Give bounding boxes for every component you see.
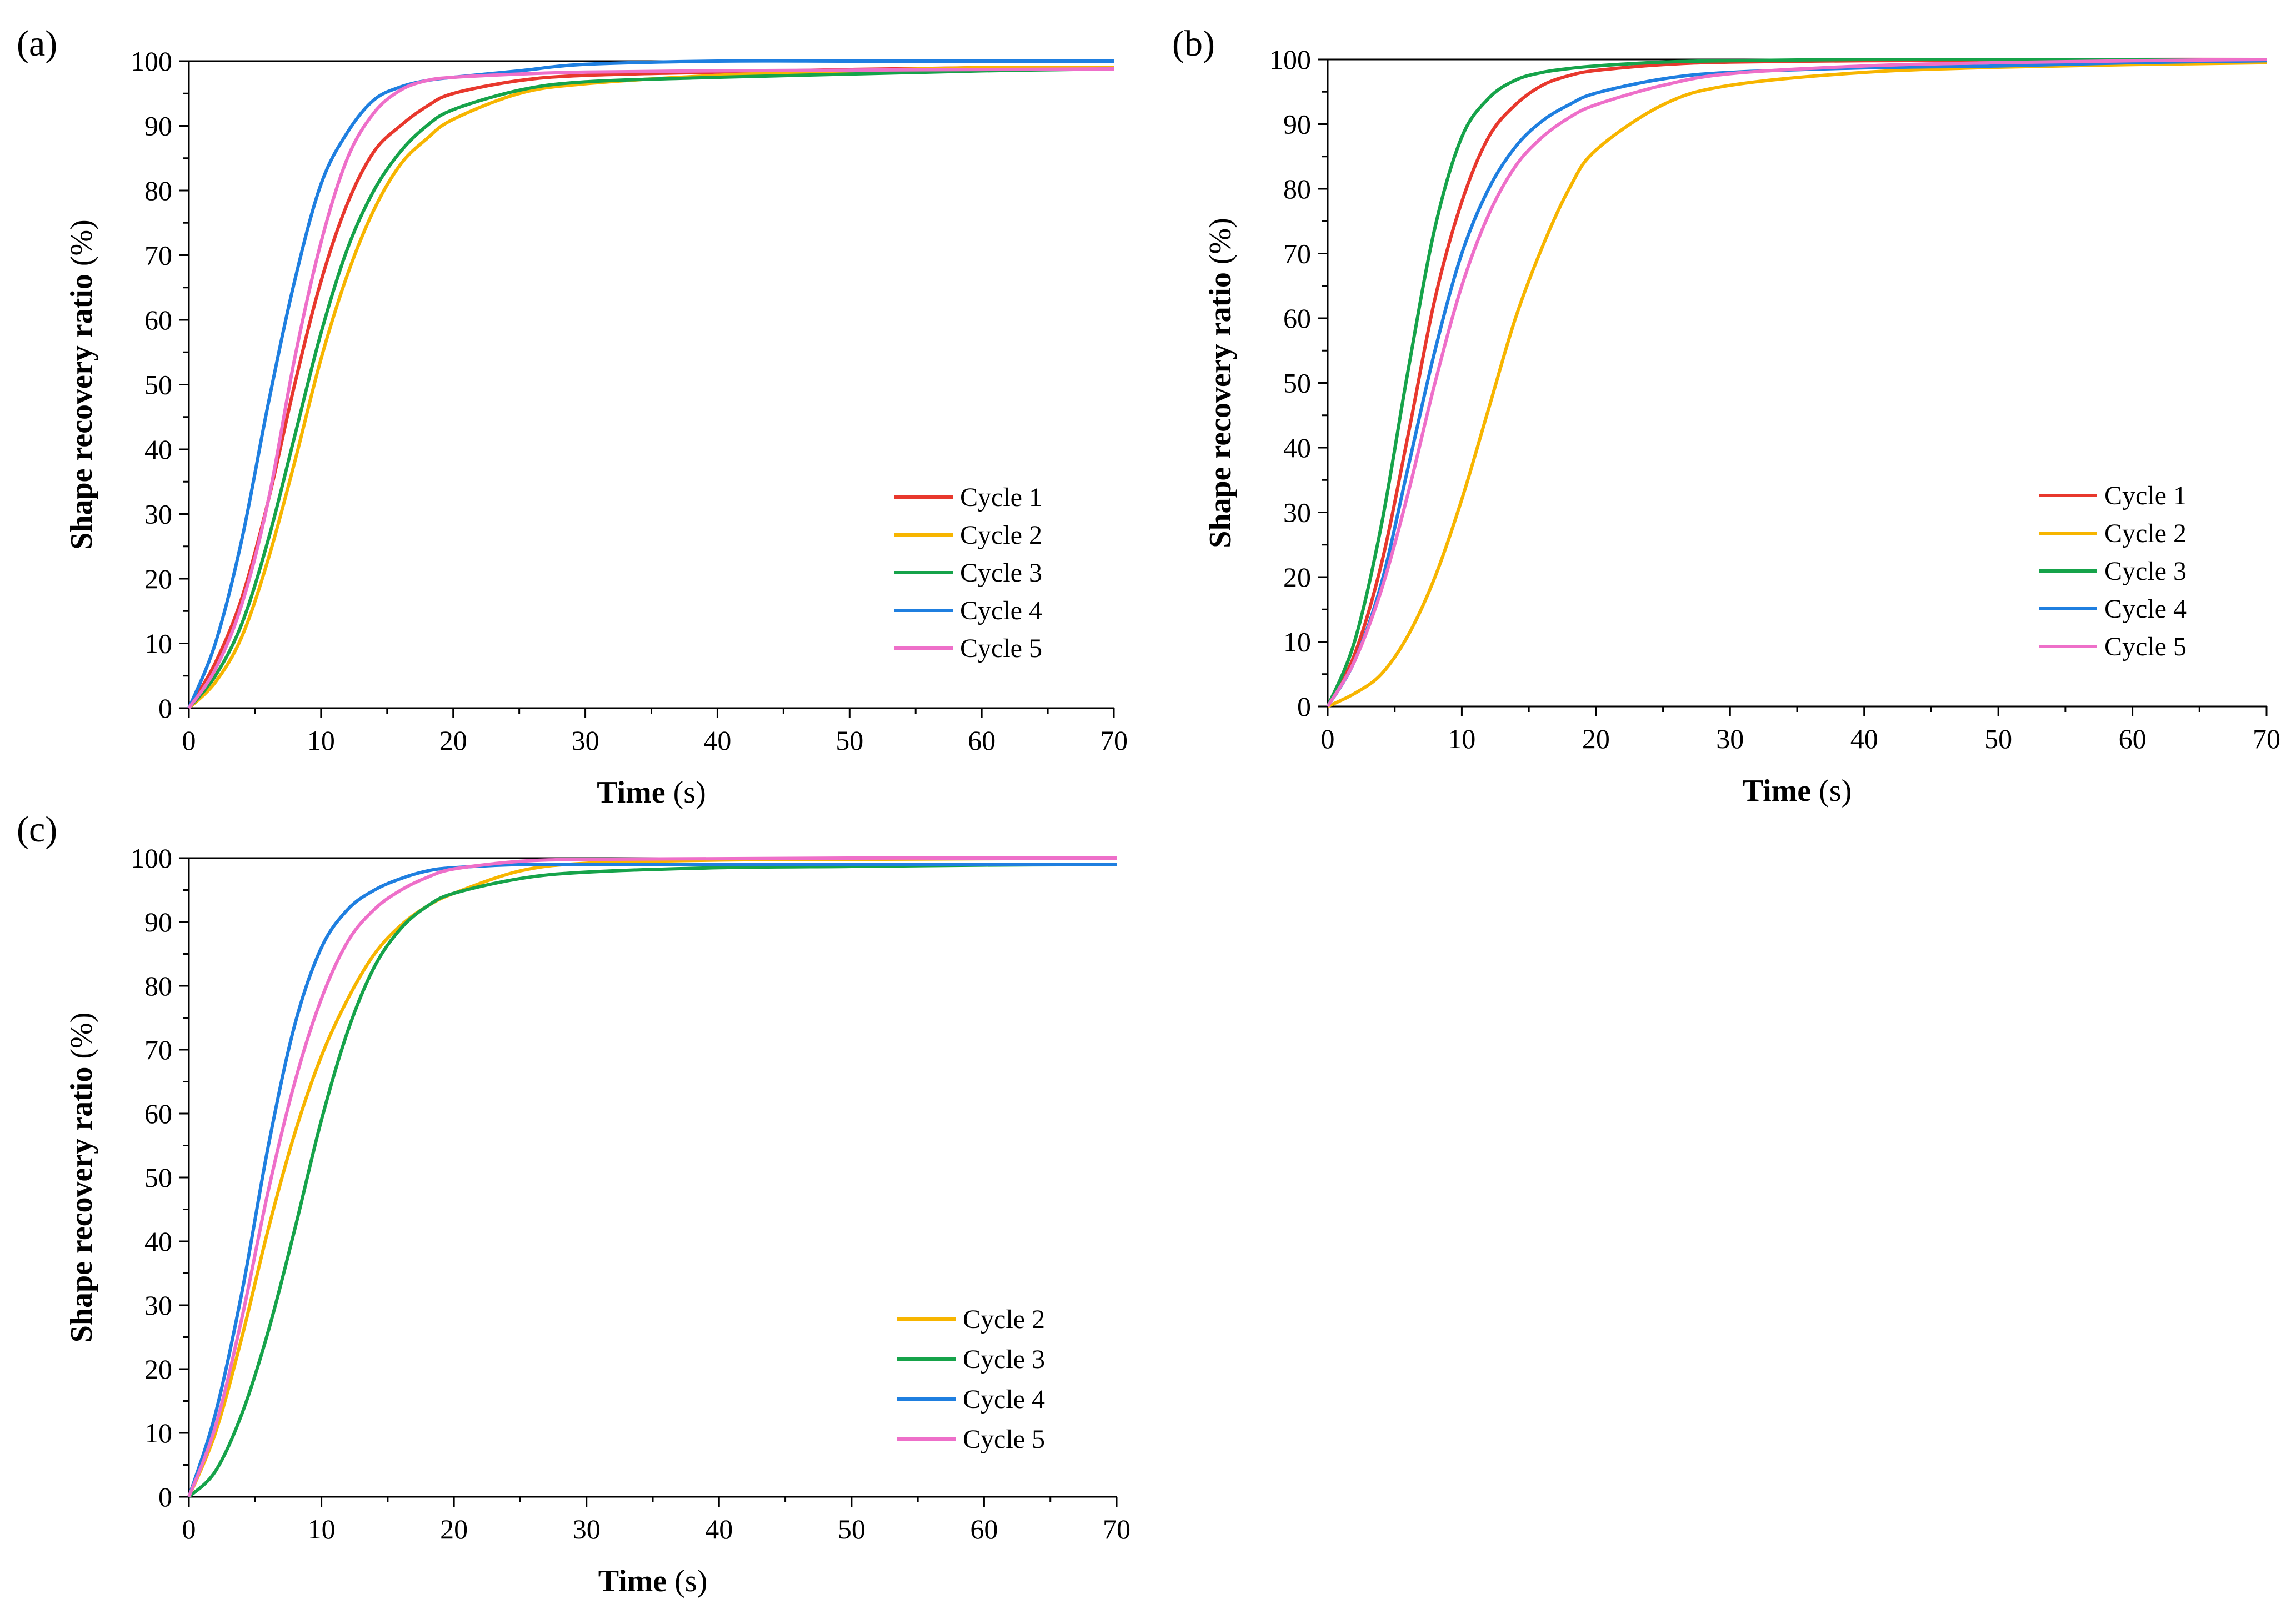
x-tick-label: 70 [2253, 723, 2280, 754]
series-line-cycle-5 [187, 856, 1117, 1498]
x-tick-label: 20 [1582, 723, 1610, 754]
x-tick-label: 50 [836, 725, 863, 756]
y-tick-label: 90 [144, 111, 172, 142]
y-tick-label: 70 [1283, 238, 1311, 269]
chart-panel-2: (b) 0 10 20 30 40 50 60 70 80 90 100 0 10 20 30 40 50 60 70… [1172, 23, 2280, 808]
x-tick-label: 70 [1103, 1513, 1131, 1545]
y-axis-title: Shape recovery ratio (%) [1203, 218, 1238, 548]
series-line-cycle-3 [1326, 57, 2267, 708]
y-axis-title: Shape recovery ratio (%) [64, 1012, 99, 1343]
y-tick-label: 100 [131, 843, 172, 874]
x-tick-label: 20 [439, 725, 467, 756]
y-tick-label: 80 [144, 970, 172, 1001]
x-axis-title: Time (s) [1743, 774, 1852, 808]
y-axis-title: Shape recovery ratio (%) [64, 219, 99, 550]
x-tick-label: 70 [1100, 725, 1128, 756]
x-axis-title: Time (s) [597, 775, 706, 810]
y-tick-label: 60 [1283, 303, 1311, 334]
x-tick-label: 50 [1984, 723, 2012, 754]
legend-label: Cycle 4 [2104, 594, 2187, 624]
legend-label: Cycle 4 [963, 1385, 1045, 1414]
x-tick-label: 0 [1321, 723, 1335, 754]
x-tick-label: 20 [440, 1513, 468, 1545]
y-tick-label: 20 [144, 1354, 172, 1385]
y-tick-label: 0 [1297, 691, 1311, 722]
y-tick-label: 80 [1283, 173, 1311, 204]
y-tick-label: 10 [1283, 626, 1311, 658]
y-tick-label: 0 [158, 1481, 172, 1512]
legend-label: Cycle 2 [963, 1305, 1045, 1334]
series-line-cycle-4 [187, 863, 1117, 1497]
x-tick-label: 0 [182, 725, 196, 756]
series-line-cycle-3 [187, 863, 1117, 1498]
y-tick-label: 50 [144, 369, 172, 400]
chart-panel-1: (a) 0 10 20 30 40 50 60 70 80 90 100 0 10 20 30 40 50 60 70… [17, 23, 1128, 810]
y-tick-label: 50 [1283, 368, 1311, 399]
series-line-cycle-5 [1326, 58, 2267, 708]
legend-label: Cycle 5 [2104, 632, 2187, 661]
y-tick-label: 100 [131, 46, 172, 77]
y-tick-label: 70 [144, 1034, 172, 1065]
x-tick-label: 60 [968, 725, 996, 756]
series-line-cycle-4 [187, 59, 1114, 709]
y-tick-label: 90 [144, 906, 172, 938]
legend-label: Cycle 4 [960, 596, 1042, 625]
x-tick-label: 60 [970, 1513, 998, 1545]
x-tick-label: 30 [572, 725, 599, 756]
y-tick-label: 0 [158, 693, 172, 724]
legend-label: Cycle 3 [963, 1345, 1045, 1374]
x-tick-label: 10 [1448, 723, 1475, 754]
y-tick-label: 10 [144, 1417, 172, 1448]
legend-label: Cycle 5 [963, 1425, 1045, 1454]
x-tick-label: 10 [308, 1513, 336, 1545]
series-line-cycle-5 [187, 67, 1114, 709]
y-tick-label: 30 [144, 1290, 172, 1321]
legend-label: Cycle 1 [2104, 481, 2187, 510]
x-tick-label: 60 [2119, 723, 2147, 754]
y-tick-label: 90 [1283, 109, 1311, 140]
x-tick-label: 30 [573, 1513, 601, 1545]
x-tick-label: 40 [1850, 723, 1878, 754]
series-line-cycle-3 [187, 67, 1114, 709]
x-axis-title: Time (s) [598, 1564, 708, 1598]
legend-label: Cycle 1 [960, 483, 1042, 512]
legend-label: Cycle 2 [2104, 519, 2187, 548]
y-tick-label: 100 [1269, 44, 1311, 75]
y-tick-label: 10 [144, 628, 172, 659]
x-tick-label: 40 [703, 725, 731, 756]
legend-label: Cycle 5 [960, 634, 1042, 663]
y-tick-label: 20 [1283, 562, 1311, 593]
y-tick-label: 60 [144, 1098, 172, 1129]
y-tick-label: 20 [144, 563, 172, 594]
y-tick-label: 40 [1283, 432, 1311, 463]
y-tick-label: 30 [1283, 497, 1311, 528]
panel-label: (a) [17, 23, 57, 64]
y-tick-label: 50 [144, 1162, 172, 1193]
panel-label: (c) [17, 809, 57, 850]
y-tick-label: 70 [144, 240, 172, 271]
x-tick-label: 0 [182, 1513, 196, 1545]
legend-label: Cycle 3 [960, 558, 1042, 588]
x-tick-label: 10 [307, 725, 335, 756]
x-tick-label: 40 [705, 1513, 733, 1545]
legend-label: Cycle 2 [960, 520, 1042, 550]
y-tick-label: 60 [144, 304, 172, 335]
series-line-cycle-4 [1326, 59, 2267, 708]
chart-panel-3: (c) 0 10 20 30 40 50 60 70 80 90 100 0 10 20 30 40 50 60 70… [17, 809, 1131, 1598]
panel-label: (b) [1172, 23, 1215, 64]
x-tick-label: 30 [1716, 723, 1744, 754]
x-tick-label: 50 [838, 1513, 866, 1545]
y-tick-label: 40 [144, 434, 172, 465]
y-tick-label: 80 [144, 175, 172, 206]
y-tick-label: 40 [144, 1226, 172, 1257]
legend-label: Cycle 3 [2104, 557, 2187, 586]
y-tick-label: 30 [144, 499, 172, 530]
